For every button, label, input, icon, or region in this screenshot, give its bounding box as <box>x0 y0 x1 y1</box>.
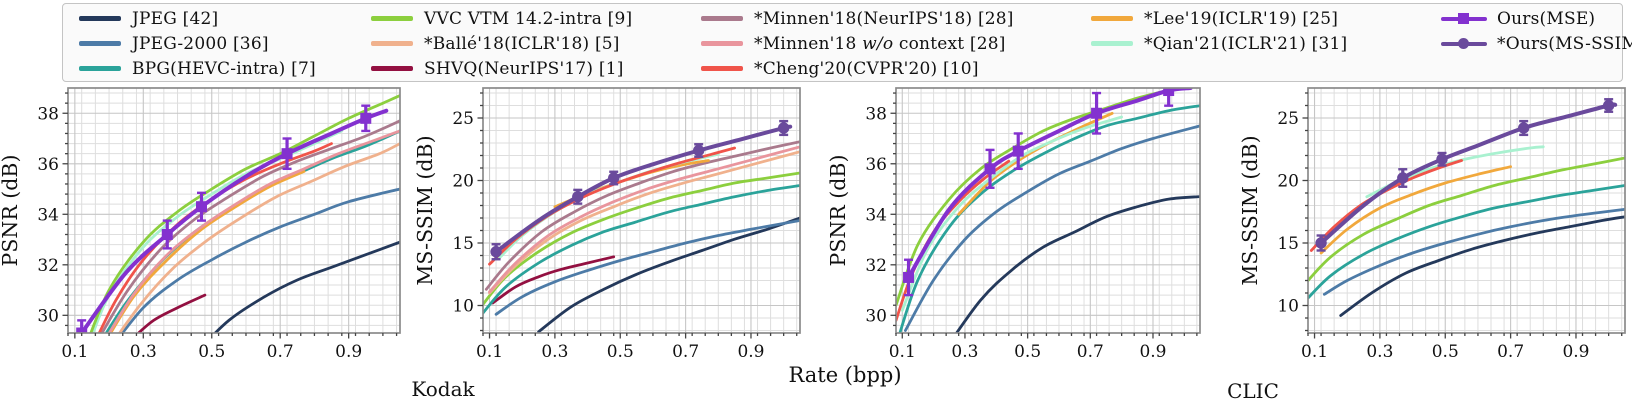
legend-line-vvc-icon <box>371 16 413 21</box>
svg-text:30: 30 <box>37 306 59 326</box>
legend-item-shvq: SHVQ(NeurIPS'17) [1] <box>371 56 632 81</box>
legend-item-bpg: BPG(HEVC-intra) [7] <box>79 56 316 81</box>
svg-text:32: 32 <box>865 256 887 276</box>
svg-text:25: 25 <box>452 109 474 129</box>
chart-clic-msssim: 0.1 0.3 0.5 0.7 0.9 10 15 20 25 MS-SSIM (dB) <box>1240 87 1626 362</box>
svg-text:15: 15 <box>452 234 474 254</box>
svg-text:10: 10 <box>1277 297 1299 317</box>
legend-label-jpeg: JPEG [42] <box>132 8 219 29</box>
legend-column: Ours(MSE) *Ours(MS-SSIM) <box>1441 6 1632 56</box>
legend-line-jpeg-icon <box>79 16 121 21</box>
legend-line-qian-icon <box>1091 41 1133 46</box>
chart-kodak-psnr: 0.1 0.3 0.5 0.7 0.9 30 32 34 36 38 PSNR (dB) <box>0 87 401 362</box>
svg-text:38: 38 <box>865 104 887 124</box>
legend-label-bpg: BPG(HEVC-intra) [7] <box>132 58 316 79</box>
svg-text:0.9: 0.9 <box>1562 342 1589 362</box>
legend-item-cheng: *Cheng'20(CVPR'20) [10] <box>701 56 1014 81</box>
svg-text:0.9: 0.9 <box>335 342 362 362</box>
svg-text:0.7: 0.7 <box>1077 342 1104 362</box>
svg-text:0.9: 0.9 <box>1139 342 1166 362</box>
dataset-label-kodak: Kodak <box>411 377 475 401</box>
svg-text:32: 32 <box>37 256 59 276</box>
svg-text:0.7: 0.7 <box>267 342 294 362</box>
chart-kodak-msssim: 0.1 0.3 0.5 0.7 0.9 10 15 20 25 MS-SSIM (dB) <box>415 87 801 362</box>
legend-line-shvq-icon <box>371 66 413 71</box>
legend-item-vvc: VVC VTM 14.2-intra [9] <box>371 6 632 31</box>
legend-label-lee: *Lee'19(ICLR'19) [25] <box>1144 8 1339 29</box>
svg-text:0.1: 0.1 <box>61 342 88 362</box>
legend-column: VVC VTM 14.2-intra [9] *Ballé'18(ICLR'18)… <box>371 6 632 81</box>
svg-text:30: 30 <box>865 306 887 326</box>
svg-text:15: 15 <box>1277 234 1299 254</box>
svg-text:20: 20 <box>452 172 474 192</box>
dataset-label-clic: CLIC <box>1227 379 1279 403</box>
legend-label-balle: *Ballé'18(ICLR'18) [5] <box>424 33 620 54</box>
legend-line-ours_msssim-icon <box>1441 37 1487 51</box>
legend-label-ours_mse: Ours(MSE) <box>1497 8 1596 29</box>
square-marker-icon <box>1458 13 1469 24</box>
svg-text:0.1: 0.1 <box>476 342 503 362</box>
legend-column: *Lee'19(ICLR'19) [25] *Qian'21(ICLR'21) [… <box>1091 6 1347 56</box>
y-axis-label-clic-msssim: MS-SSIM (dB) <box>1240 135 1262 285</box>
legend-line-minnen_woc-icon <box>701 41 743 46</box>
legend-label-qian: *Qian'21(ICLR'21) [31] <box>1144 33 1348 54</box>
legend-label-vvc: VVC VTM 14.2-intra [9] <box>424 8 633 29</box>
legend-line-lee-icon <box>1091 16 1133 21</box>
svg-text:34: 34 <box>37 205 59 225</box>
legend-item-balle: *Ballé'18(ICLR'18) [5] <box>371 31 632 56</box>
svg-text:0.3: 0.3 <box>951 342 978 362</box>
svg-text:20: 20 <box>1277 172 1299 192</box>
legend-line-minnen-icon <box>701 16 743 21</box>
svg-text:0.5: 0.5 <box>198 342 225 362</box>
legend-line-jpeg2000-icon <box>79 41 121 46</box>
svg-text:0.3: 0.3 <box>541 342 568 362</box>
legend-label-minnen_woc: *Minnen'18 w/o context [28] <box>754 33 1006 54</box>
legend-item-jpeg: JPEG [42] <box>79 6 316 31</box>
svg-text:0.9: 0.9 <box>737 342 764 362</box>
legend-label-shvq: SHVQ(NeurIPS'17) [1] <box>424 58 624 79</box>
chart-clic-psnr: 0.1 0.3 0.5 0.7 0.9 30 32 34 36 38 PSNR (dB) <box>828 87 1201 362</box>
y-axis-label-clic-psnr: PSNR (dB) <box>828 155 850 267</box>
svg-text:0.5: 0.5 <box>607 342 634 362</box>
legend-line-bpg-icon <box>79 66 121 71</box>
svg-text:36: 36 <box>865 155 887 175</box>
svg-text:36: 36 <box>37 155 59 175</box>
legend-line-cheng-icon <box>701 66 743 71</box>
circle-marker-icon <box>1458 38 1469 49</box>
legend-item-lee: *Lee'19(ICLR'19) [25] <box>1091 6 1347 31</box>
svg-text:38: 38 <box>37 104 59 124</box>
legend-item-minnen: *Minnen'18(NeurIPS'18) [28] <box>701 6 1014 31</box>
legend-label-jpeg2000: JPEG-2000 [36] <box>132 33 269 54</box>
svg-text:0.3: 0.3 <box>130 342 157 362</box>
legend-label-minnen: *Minnen'18(NeurIPS'18) [28] <box>754 8 1014 29</box>
svg-text:0.3: 0.3 <box>1366 342 1393 362</box>
legend-line-ours_mse-icon <box>1441 12 1487 26</box>
legend-line-balle-icon <box>371 41 413 46</box>
legend-column: JPEG [42] JPEG-2000 [36] BPG(HEVC-intra) [… <box>79 6 316 81</box>
legend-item-ours_msssim: *Ours(MS-SSIM) <box>1441 31 1632 56</box>
svg-text:25: 25 <box>1277 109 1299 129</box>
legend-item-qian: *Qian'21(ICLR'21) [31] <box>1091 31 1347 56</box>
svg-text:34: 34 <box>865 205 887 225</box>
legend-label-cheng: *Cheng'20(CVPR'20) [10] <box>754 58 979 79</box>
legend-label-ours_msssim: *Ours(MS-SSIM) <box>1497 33 1632 54</box>
svg-text:0.7: 0.7 <box>672 342 699 362</box>
y-axis-label-kodak-psnr: PSNR (dB) <box>0 155 22 267</box>
legend-column: *Minnen'18(NeurIPS'18) [28] *Minnen'18 w/… <box>701 6 1014 81</box>
y-axis-label-kodak-msssim: MS-SSIM (dB) <box>415 135 437 285</box>
legend-item-jpeg2000: JPEG-2000 [36] <box>79 31 316 56</box>
x-axis-label: Rate (bpp) <box>788 363 902 387</box>
legend-box: JPEG [42] JPEG-2000 [36] BPG(HEVC-intra) [… <box>62 3 1632 82</box>
svg-text:0.1: 0.1 <box>889 342 916 362</box>
svg-text:10: 10 <box>452 297 474 317</box>
svg-text:0.5: 0.5 <box>1014 342 1041 362</box>
svg-text:0.7: 0.7 <box>1497 342 1524 362</box>
svg-text:0.5: 0.5 <box>1432 342 1459 362</box>
legend-item-ours_mse: Ours(MSE) <box>1441 6 1632 31</box>
legend-item-minnen_woc: *Minnen'18 w/o context [28] <box>701 31 1014 56</box>
svg-text:0.1: 0.1 <box>1301 342 1328 362</box>
